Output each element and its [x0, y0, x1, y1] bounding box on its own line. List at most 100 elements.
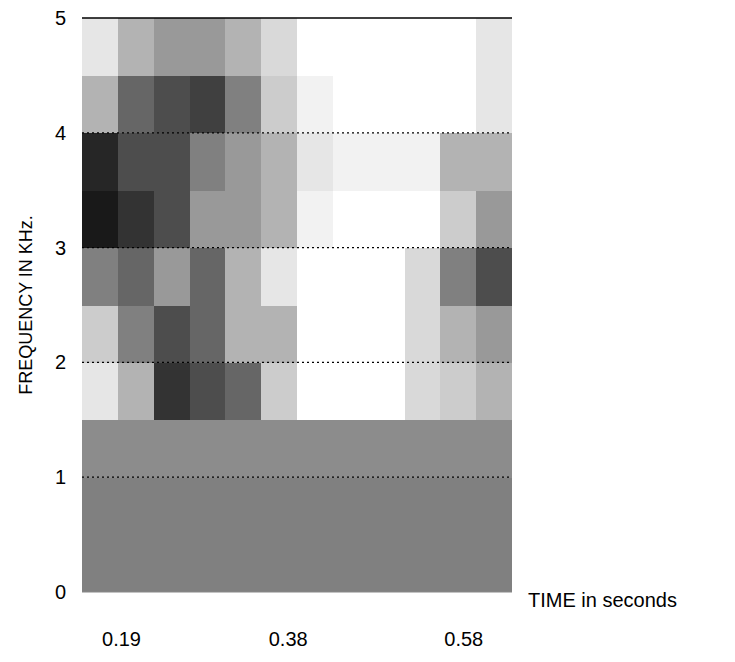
cell	[297, 18, 333, 76]
cell	[118, 248, 154, 306]
cell	[405, 362, 441, 420]
cell	[82, 190, 118, 248]
cell	[333, 477, 369, 535]
cell	[118, 305, 154, 363]
cell	[118, 477, 154, 535]
cell	[405, 535, 441, 592]
cell	[476, 362, 512, 420]
x-tick-label: 0.38	[269, 628, 308, 650]
cell	[440, 133, 476, 191]
cell	[261, 75, 297, 133]
y-tick-label: 2	[55, 351, 66, 373]
cell	[369, 477, 405, 535]
cell	[225, 190, 261, 248]
cell	[154, 75, 190, 133]
cell	[82, 535, 118, 592]
cell	[405, 133, 441, 191]
cell	[297, 362, 333, 420]
cell	[440, 75, 476, 133]
cell	[297, 420, 333, 478]
cell	[225, 248, 261, 306]
cell	[118, 190, 154, 248]
cell	[154, 477, 190, 535]
cell	[225, 362, 261, 420]
cell	[82, 362, 118, 420]
cell	[190, 133, 226, 191]
cell	[476, 18, 512, 76]
cell	[190, 477, 226, 535]
cell	[369, 18, 405, 76]
cell	[82, 75, 118, 133]
cell	[154, 18, 190, 76]
cell	[261, 362, 297, 420]
chart: 0123450.190.380.58TIME in secondsFREQUEN…	[0, 0, 735, 662]
cell	[261, 305, 297, 363]
cell	[154, 190, 190, 248]
cell	[369, 248, 405, 306]
cells	[82, 18, 512, 592]
cell	[369, 362, 405, 420]
cell	[190, 420, 226, 478]
cell	[225, 18, 261, 76]
cell	[261, 190, 297, 248]
cell	[261, 248, 297, 306]
cell	[118, 133, 154, 191]
cell	[333, 248, 369, 306]
cell	[405, 248, 441, 306]
cell	[405, 18, 441, 76]
cell	[190, 305, 226, 363]
top-border	[82, 17, 512, 19]
y-tick-label: 3	[55, 237, 66, 259]
cell	[476, 190, 512, 248]
cell	[333, 420, 369, 478]
cell	[82, 18, 118, 76]
y-tick-label: 4	[55, 122, 66, 144]
cell	[118, 535, 154, 592]
y-axis-title: FREQUENCY IN KHz.	[16, 215, 36, 395]
cell	[440, 420, 476, 478]
cell	[369, 75, 405, 133]
grid-line	[82, 362, 512, 363]
cell	[476, 75, 512, 133]
cell	[405, 477, 441, 535]
cell	[297, 535, 333, 592]
cell	[440, 477, 476, 535]
cell	[154, 133, 190, 191]
cell	[333, 133, 369, 191]
cell	[333, 190, 369, 248]
cell	[405, 75, 441, 133]
cell	[261, 535, 297, 592]
x-tick-label: 0.58	[444, 628, 483, 650]
cell	[369, 420, 405, 478]
cell	[261, 18, 297, 76]
cell	[82, 305, 118, 363]
cell	[297, 75, 333, 133]
cell	[297, 248, 333, 306]
cell	[225, 133, 261, 191]
cell	[297, 305, 333, 363]
cell	[440, 535, 476, 592]
cell	[333, 305, 369, 363]
x-tick-label: 0.19	[102, 628, 141, 650]
cell	[82, 133, 118, 191]
cell	[225, 420, 261, 478]
cell	[190, 75, 226, 133]
cell	[118, 362, 154, 420]
grid-line	[82, 477, 512, 478]
cell	[333, 18, 369, 76]
cell	[297, 133, 333, 191]
grid-line	[82, 132, 512, 133]
cell	[225, 535, 261, 592]
cell	[297, 477, 333, 535]
cell	[440, 190, 476, 248]
cell	[154, 305, 190, 363]
x-axis-title: TIME in seconds	[528, 589, 677, 611]
cell	[476, 305, 512, 363]
cell	[369, 133, 405, 191]
cell	[154, 362, 190, 420]
cell	[154, 535, 190, 592]
cell	[476, 477, 512, 535]
cell	[440, 18, 476, 76]
cell	[476, 420, 512, 478]
y-tick-label: 1	[55, 466, 66, 488]
